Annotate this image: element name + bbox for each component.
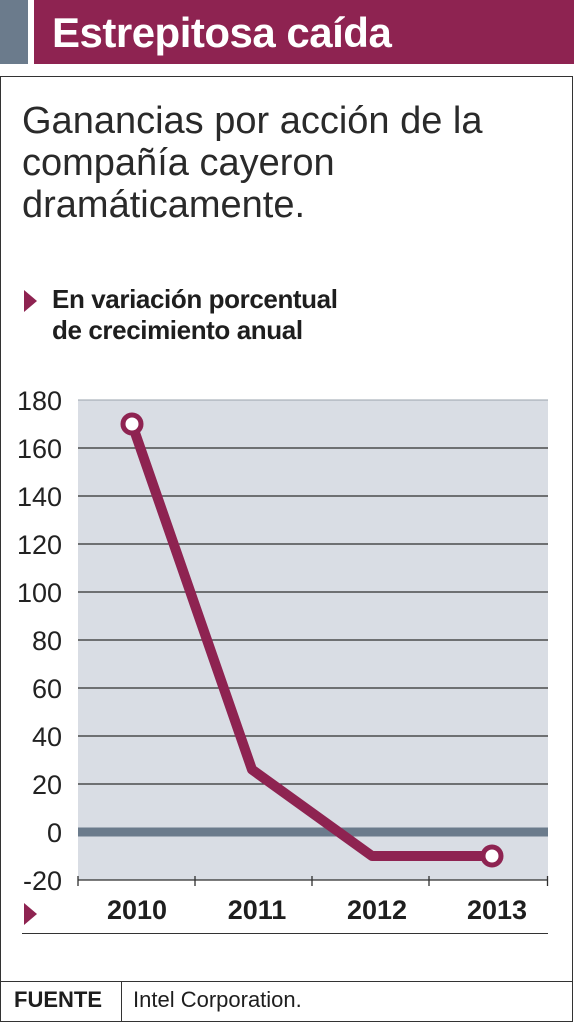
data-point-marker <box>480 844 504 868</box>
source-separator <box>121 982 122 1022</box>
y-tick-label: 80 <box>32 626 62 656</box>
y-tick-label: 120 <box>17 530 62 560</box>
y-tick-label: 160 <box>17 434 62 464</box>
source-text: Intel Corporation. <box>133 987 302 1012</box>
zero-line <box>78 827 548 837</box>
x-tick-label: 2012 <box>347 895 407 925</box>
chart-bottom-rule <box>22 933 548 934</box>
y-tick-label: 180 <box>17 386 62 416</box>
y-tick-label: 140 <box>17 482 62 512</box>
x-tick-label: 2010 <box>107 895 167 925</box>
y-tick-label: 20 <box>32 770 62 800</box>
series-line <box>127 419 497 861</box>
unit-label: En variación porcentual de crecimiento a… <box>52 284 492 346</box>
source-divider <box>0 981 573 982</box>
chart-title: Estrepitosa caída <box>34 0 574 64</box>
x-axis-triangle-icon <box>24 903 37 925</box>
y-tick-label: 40 <box>32 722 62 752</box>
unit-label-line1: En variación porcentual <box>52 284 338 314</box>
source-label: FUENTE <box>14 987 102 1012</box>
unit-label-line2: de crecimiento anual <box>52 315 303 345</box>
y-tick-label: 60 <box>32 674 62 704</box>
x-tick-label: 2013 <box>467 895 527 925</box>
y-tick-label: 0 <box>47 818 62 848</box>
chart-subtitle: Ganancias por acción de la compañía caye… <box>22 100 483 226</box>
header-accent-block <box>0 0 28 64</box>
y-tick-label: -20 <box>23 866 62 896</box>
line-chart: 180 160 140 120 100 80 60 40 20 0 -20 2010 2011 2012 2… <box>17 386 549 925</box>
y-tick-label: 100 <box>17 578 62 608</box>
data-point-marker <box>120 412 144 436</box>
chart-frame <box>0 76 573 1022</box>
x-tick-label: 2011 <box>228 895 287 925</box>
triangle-marker-icon <box>24 290 37 312</box>
